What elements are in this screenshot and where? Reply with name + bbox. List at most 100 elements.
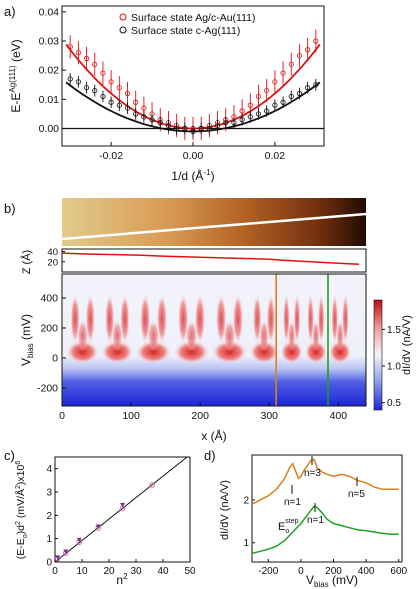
x-tick-label: 200 — [191, 410, 209, 422]
panel-c-y-axis-label: (E-Eo)d2 (mV/Å2)x106 — [14, 461, 29, 560]
panel-c-y-ticks: 0 1 2 3 4 — [46, 464, 58, 569]
data-point — [141, 114, 147, 120]
y-tick-label: 0.00 — [39, 123, 60, 135]
data-point — [124, 105, 131, 111]
data-point — [255, 93, 262, 100]
panel-c-x-ticks: 0 10 20 30 40 50 — [52, 559, 196, 577]
data-point — [255, 111, 262, 117]
map-v-ticks: 400 200 0 -200 — [37, 293, 66, 395]
x-tick-label: -200 — [258, 566, 278, 577]
topography-shade — [62, 198, 366, 246]
data-point — [133, 99, 139, 105]
x-tick-label: 0 — [298, 566, 304, 577]
data-point — [120, 502, 125, 508]
data-point — [63, 549, 69, 554]
state-blob — [100, 340, 134, 364]
y-tick-label: 0.04 — [39, 6, 60, 18]
data-point — [67, 44, 73, 50]
panel-d-x-axis-label: Vbias (mV) — [306, 573, 358, 589]
y-tick-label: 0.02 — [39, 65, 60, 77]
cbar-tick-label: 1.5 — [387, 325, 401, 336]
data-point — [239, 108, 245, 114]
data-point — [76, 537, 82, 543]
x-tick-label: 200 — [325, 566, 342, 577]
panel-c-fit-line — [54, 456, 188, 563]
x-tick-label: 20 — [103, 566, 115, 577]
x-tick-label: 0 — [52, 566, 58, 577]
data-point — [247, 102, 253, 108]
v-tick-label: -200 — [37, 383, 58, 395]
colorbar-ticks: 1.5 1.0 0.5 — [382, 325, 401, 409]
state-blob — [135, 340, 172, 364]
state-blob — [147, 319, 160, 352]
y-tick-label: 3 — [46, 488, 52, 499]
data-point — [92, 87, 98, 94]
data-point — [83, 55, 90, 62]
x-tick-label: 30 — [130, 566, 142, 577]
legend-marker-red — [119, 13, 127, 21]
data-point — [149, 482, 155, 488]
annot-n5: n=5 — [348, 489, 365, 500]
data-point — [288, 61, 294, 67]
data-point — [313, 82, 319, 88]
x-tick-label: 0.02 — [265, 150, 286, 162]
data-point — [247, 114, 253, 120]
map-x-ticks: 0 100 200 300 400 — [59, 402, 347, 422]
topography-image — [62, 198, 366, 246]
state-blob — [185, 319, 198, 352]
data-point — [75, 50, 81, 56]
panel-a-label: a) — [4, 4, 16, 19]
x-tick-label: 10 — [76, 566, 88, 577]
y-tick-label: 0 — [46, 558, 52, 569]
legend-label-red: Surface state Ag/c-Au(111) — [131, 12, 256, 24]
z-tick-label: 20 — [47, 257, 58, 268]
map-x-axis-label: x (Å) — [201, 428, 226, 443]
v-tick-label: 200 — [40, 323, 58, 335]
panel-d-label: d) — [204, 448, 216, 463]
data-point — [206, 125, 212, 132]
legend-marker-black — [119, 26, 127, 34]
data-point — [313, 38, 319, 44]
x-tick-label: 400 — [330, 410, 348, 422]
panel-d-y-axis-label: dI/dV (nA/V) — [219, 480, 231, 540]
panel-a-series-red — [65, 29, 321, 141]
data-point — [116, 85, 122, 91]
data-point — [75, 79, 81, 85]
y-tick-label: 0.01 — [39, 94, 60, 106]
data-point — [108, 79, 114, 85]
state-blob — [111, 319, 123, 352]
v-tick-label: 0 — [52, 353, 58, 365]
didv-map-frame — [61, 273, 367, 407]
x-tick-label: 300 — [261, 410, 279, 422]
state-blob — [211, 340, 248, 364]
data-point — [214, 122, 221, 129]
data-point — [55, 555, 61, 560]
state-blob — [173, 340, 210, 364]
data-point — [231, 120, 237, 126]
panel-a-legend: Surface state Ag/c-Au(111) Surface state… — [119, 12, 256, 37]
colorbar-label: dI/dV (nA/V) — [401, 315, 413, 375]
state-blob — [249, 340, 280, 364]
data-point — [157, 120, 163, 126]
panel-c-label: c) — [4, 448, 15, 463]
panel-b-label: b) — [4, 201, 16, 216]
annot-n1-green: n=1 — [307, 515, 324, 526]
data-point — [108, 99, 114, 105]
y-tick-label: 2 — [46, 511, 52, 522]
panel-d-x-ticks: -200 0 200 400 600 — [258, 559, 408, 577]
data-point — [149, 117, 155, 123]
data-point — [83, 85, 90, 91]
state-blob — [259, 319, 270, 352]
fit-line — [54, 456, 188, 563]
didv-map-marker-lines — [275, 274, 329, 406]
data-point — [305, 47, 311, 53]
didv-map — [61, 273, 367, 407]
didv-map-features — [66, 293, 352, 364]
x-tick-label: 0 — [59, 410, 65, 422]
panel-a-x-ticks: -0.02 0.00 0.02 — [99, 142, 285, 162]
data-point — [264, 108, 270, 114]
data-point — [296, 52, 303, 59]
cbar-tick-label: 1.0 — [387, 362, 401, 373]
x-tick-label: 50 — [184, 566, 196, 577]
